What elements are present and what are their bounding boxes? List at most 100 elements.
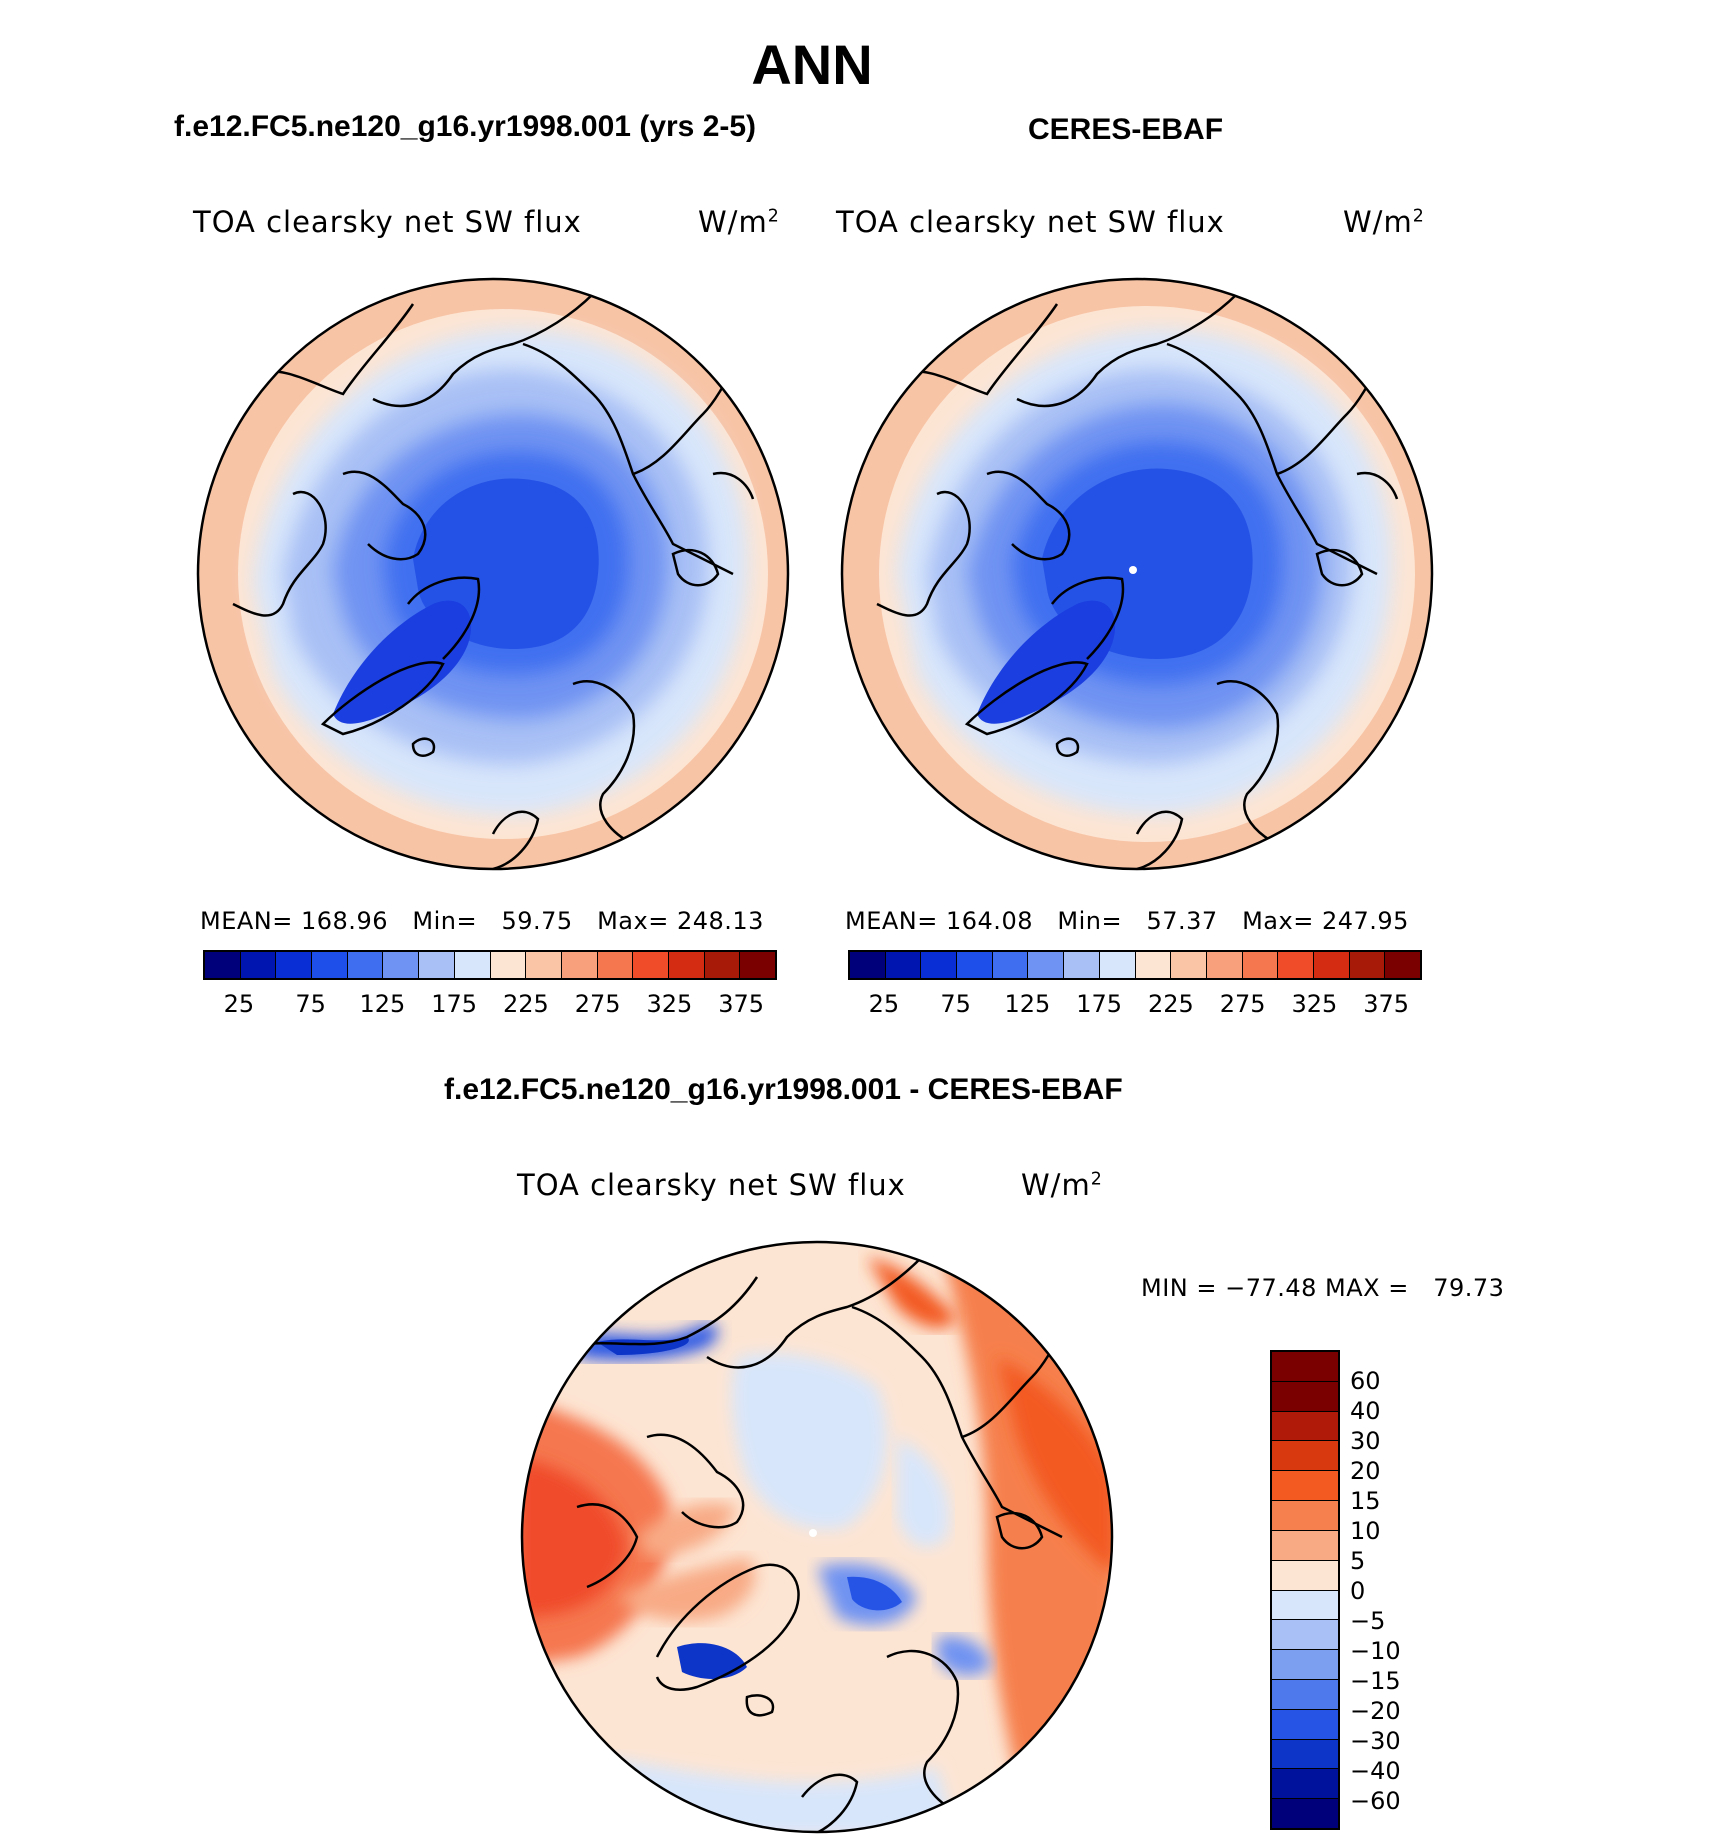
colorbar-tick-label: 15 bbox=[1350, 1487, 1381, 1515]
colorbar-tick-label: 60 bbox=[1350, 1367, 1381, 1395]
panel2-polar-map bbox=[840, 277, 1434, 871]
colorbar-swatch bbox=[1349, 952, 1386, 978]
colorbar-tick-label: 75 bbox=[295, 990, 326, 1018]
colorbar-swatch bbox=[1272, 1769, 1338, 1800]
colorbar-swatch bbox=[740, 952, 775, 978]
panel2-colorbar bbox=[848, 950, 1422, 980]
diff-units: W/m2 bbox=[1021, 1168, 1103, 1202]
main-title: ANN bbox=[751, 33, 873, 96]
colorbar-swatch bbox=[561, 952, 598, 978]
colorbar-swatch bbox=[1272, 1381, 1338, 1412]
colorbar-swatch bbox=[668, 952, 705, 978]
colorbar-swatch bbox=[1385, 952, 1420, 978]
colorbar-swatch bbox=[276, 952, 313, 978]
colorbar-swatch bbox=[1272, 1441, 1338, 1472]
colorbar-swatch bbox=[383, 952, 420, 978]
colorbar-swatch bbox=[1242, 952, 1279, 978]
colorbar-tick-label: 325 bbox=[1291, 990, 1338, 1018]
colorbar-tick-label: 325 bbox=[646, 990, 693, 1018]
panel1-units: W/m2 bbox=[698, 205, 780, 239]
colorbar-tick-label: 175 bbox=[431, 990, 478, 1018]
colorbar-tick-label: −15 bbox=[1350, 1667, 1401, 1695]
colorbar-swatch bbox=[921, 952, 958, 978]
colorbar-swatch bbox=[1064, 952, 1100, 978]
colorbar-swatch bbox=[1272, 1501, 1338, 1531]
colorbar-swatch bbox=[312, 952, 348, 978]
diff-variable: TOA clearsky net SW flux bbox=[517, 1168, 906, 1202]
colorbar-tick-label: −30 bbox=[1350, 1727, 1401, 1755]
diff-polar-map bbox=[520, 1240, 1114, 1834]
panel1-variable: TOA clearsky net SW flux bbox=[193, 205, 582, 239]
colorbar-tick-label: 25 bbox=[223, 990, 255, 1018]
colorbar-swatch bbox=[1272, 1739, 1338, 1770]
colorbar-tick-label: −40 bbox=[1350, 1757, 1401, 1785]
colorbar-swatch bbox=[597, 952, 634, 978]
colorbar-swatch bbox=[1272, 1471, 1338, 1502]
panel1-colorbar-ticks: 25 75 125 175 225 275 325 375 bbox=[203, 990, 777, 1020]
colorbar-tick-label: 225 bbox=[502, 990, 549, 1018]
colorbar-swatch bbox=[419, 952, 455, 978]
diff-colorbar bbox=[1270, 1350, 1340, 1830]
colorbar-swatch bbox=[633, 952, 669, 978]
panel1-colorbar bbox=[203, 950, 777, 980]
colorbar-swatch bbox=[1272, 1709, 1338, 1740]
colorbar-tick-label: −5 bbox=[1350, 1607, 1386, 1635]
colorbar-tick-label: 125 bbox=[1004, 990, 1051, 1018]
colorbar-swatch bbox=[1171, 952, 1207, 978]
colorbar-swatch bbox=[1272, 1799, 1338, 1828]
colorbar-swatch bbox=[1272, 1411, 1338, 1442]
diff-minmax: MIN = −77.48 MAX = 79.73 bbox=[1141, 1274, 1505, 1302]
diff-title: f.e12.FC5.ne120_g16.yr1998.001 - CERES-E… bbox=[444, 1073, 1123, 1106]
colorbar-swatch bbox=[1272, 1560, 1338, 1591]
colorbar-swatch bbox=[1272, 1530, 1338, 1561]
colorbar-swatch bbox=[957, 952, 993, 978]
colorbar-swatch bbox=[1206, 952, 1243, 978]
colorbar-tick-label: 225 bbox=[1147, 990, 1194, 1018]
colorbar-tick-label: 275 bbox=[574, 990, 621, 1018]
colorbar-swatch bbox=[850, 952, 886, 978]
colorbar-tick-label: 25 bbox=[868, 990, 900, 1018]
colorbar-tick-label: −20 bbox=[1350, 1697, 1401, 1725]
panel2-units: W/m2 bbox=[1343, 205, 1425, 239]
colorbar-swatch bbox=[490, 952, 527, 978]
colorbar-swatch bbox=[992, 952, 1029, 978]
colorbar-tick-label: −10 bbox=[1350, 1637, 1401, 1665]
colorbar-tick-label: 30 bbox=[1350, 1427, 1381, 1455]
panel2-stats: MEAN= 164.08 Min= 57.37 Max= 247.95 bbox=[845, 907, 1409, 935]
colorbar-swatch bbox=[1272, 1650, 1338, 1680]
colorbar-swatch bbox=[1272, 1679, 1338, 1710]
colorbar-tick-label: 20 bbox=[1350, 1457, 1381, 1485]
colorbar-swatch bbox=[205, 952, 241, 978]
colorbar-swatch bbox=[1272, 1352, 1338, 1382]
colorbar-swatch bbox=[240, 952, 277, 978]
colorbar-swatch bbox=[1135, 952, 1172, 978]
colorbar-swatch bbox=[1099, 952, 1136, 978]
colorbar-swatch bbox=[885, 952, 922, 978]
colorbar-swatch bbox=[347, 952, 384, 978]
colorbar-swatch bbox=[454, 952, 491, 978]
colorbar-tick-label: 40 bbox=[1350, 1397, 1381, 1425]
colorbar-tick-label: 10 bbox=[1350, 1517, 1381, 1545]
panel1-polar-map bbox=[196, 277, 790, 871]
colorbar-swatch bbox=[1028, 952, 1065, 978]
colorbar-tick-label: 75 bbox=[940, 990, 971, 1018]
diff-colorbar-ticks: 60 40 30 20 15 10 5 0 −5 −10 −15 −20 −30 −40 −60 bbox=[1350, 1350, 1450, 1830]
colorbar-swatch bbox=[1278, 952, 1314, 978]
colorbar-swatch bbox=[526, 952, 562, 978]
colorbar-tick-label: 175 bbox=[1076, 990, 1123, 1018]
colorbar-swatch bbox=[704, 952, 741, 978]
panel2-title: CERES-EBAF bbox=[1028, 113, 1224, 146]
colorbar-tick-label: 375 bbox=[1363, 990, 1410, 1018]
colorbar-swatch bbox=[1313, 952, 1350, 978]
colorbar-tick-label: 5 bbox=[1350, 1547, 1366, 1575]
colorbar-swatch bbox=[1272, 1590, 1338, 1621]
colorbar-tick-label: 275 bbox=[1219, 990, 1266, 1018]
colorbar-swatch bbox=[1272, 1620, 1338, 1651]
colorbar-tick-label: 375 bbox=[718, 990, 765, 1018]
colorbar-tick-label: 0 bbox=[1350, 1577, 1366, 1605]
panel2-colorbar-ticks: 25 75 125 175 225 275 325 375 bbox=[848, 990, 1422, 1020]
panel2-variable: TOA clearsky net SW flux bbox=[836, 205, 1225, 239]
colorbar-tick-label: −60 bbox=[1350, 1787, 1401, 1815]
panel1-stats: MEAN= 168.96 Min= 59.75 Max= 248.13 bbox=[200, 907, 764, 935]
colorbar-tick-label: 125 bbox=[359, 990, 406, 1018]
